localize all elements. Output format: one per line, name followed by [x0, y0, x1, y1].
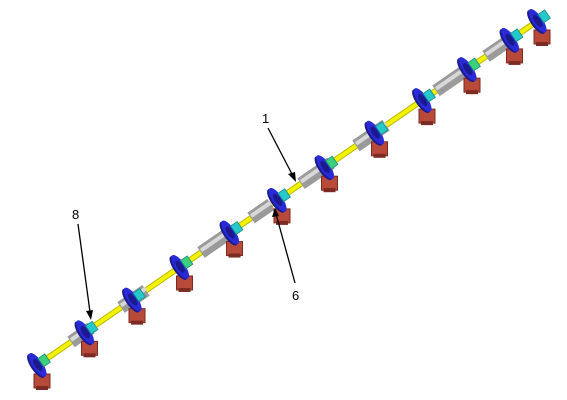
rotor-disc-group	[166, 248, 198, 282]
bearing-foot	[229, 254, 241, 258]
callout-1-leader	[268, 128, 293, 176]
bearing-foot	[466, 90, 478, 94]
rotor-disc-group	[24, 347, 56, 381]
bearing-foot	[536, 42, 548, 46]
rotor-disc-group	[524, 3, 556, 37]
bearing-foot	[374, 154, 386, 158]
bearing-foot	[36, 386, 48, 390]
callout-8-label: 8	[72, 207, 79, 222]
callout-8-arrowhead	[86, 310, 93, 320]
bearing-foot	[131, 321, 143, 325]
bearing-foot	[179, 288, 191, 292]
callout-1-arrowhead	[288, 172, 296, 182]
bearing-stations	[24, 3, 556, 390]
bearing-foot	[84, 353, 96, 357]
callout-6-label: 6	[292, 288, 299, 303]
callout-1-label: 1	[262, 111, 269, 126]
bearing-foot	[421, 121, 433, 125]
bearing-foot	[324, 188, 336, 192]
callout-1: 1	[262, 111, 296, 182]
callout-8-leader	[78, 224, 90, 312]
callout-8: 8	[72, 207, 93, 320]
bearing-foot	[509, 61, 521, 65]
